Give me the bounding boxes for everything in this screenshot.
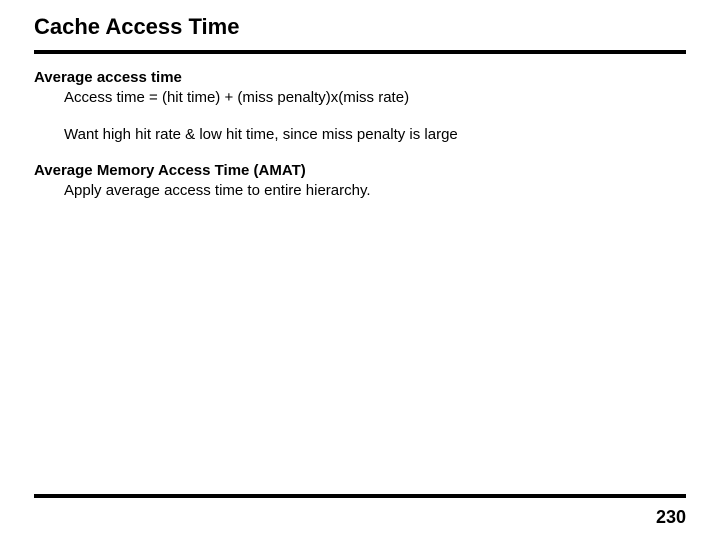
title-rule: [34, 50, 686, 54]
slide-body: Average access time Access time = (hit t…: [34, 68, 686, 201]
footer-rule: [34, 494, 686, 498]
amat-block: Average Memory Access Time (AMAT) Apply …: [34, 161, 686, 202]
want-line: Want high hit rate & low hit time, since…: [64, 125, 686, 145]
avg-access-block: Average access time Access time = (hit t…: [34, 68, 686, 109]
avg-access-heading: Average access time: [34, 68, 686, 88]
amat-body: Apply average access time to entire hier…: [64, 181, 686, 201]
slide-title: Cache Access Time: [34, 14, 686, 40]
page-number: 230: [656, 507, 686, 528]
slide: Cache Access Time Average access time Ac…: [0, 0, 720, 540]
want-block: Want high hit rate & low hit time, since…: [34, 125, 686, 145]
amat-heading: Average Memory Access Time (AMAT): [34, 161, 686, 181]
access-time-formula: Access time = (hit time) + (miss penalty…: [64, 88, 686, 108]
